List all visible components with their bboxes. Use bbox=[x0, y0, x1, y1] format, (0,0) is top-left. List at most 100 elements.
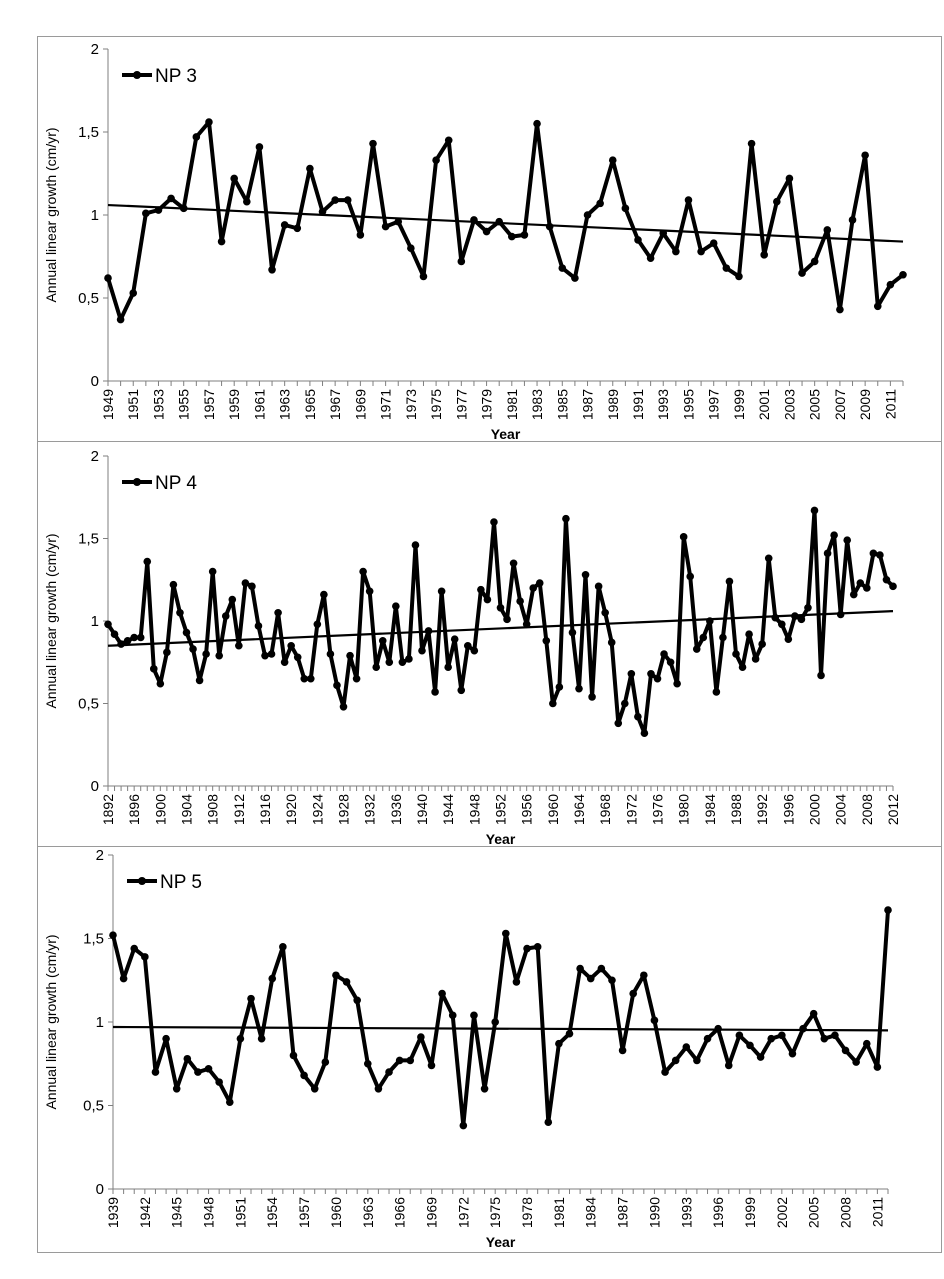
data-point bbox=[882, 575, 891, 584]
x-tick-label: 2011 bbox=[869, 1197, 885, 1227]
x-tick-label: 1987 bbox=[615, 1197, 631, 1228]
data-point bbox=[268, 265, 276, 274]
chart-panel-np4: 0 0,5 1 1,5 2 1892 1896 1900 1904 1908 1912 1916 192… bbox=[37, 441, 942, 847]
x-tick-label: 1948 bbox=[466, 794, 482, 825]
x-tick-label: 1965 bbox=[302, 389, 318, 420]
data-point bbox=[156, 679, 165, 688]
data-point bbox=[588, 693, 596, 701]
data-point bbox=[722, 264, 731, 272]
data-point bbox=[823, 226, 832, 234]
x-tick-label: 1966 bbox=[392, 1197, 408, 1228]
series-line bbox=[106, 120, 905, 322]
data-point bbox=[686, 572, 695, 581]
y-axis-title: Annual linear growth (cm/yr) bbox=[43, 533, 59, 708]
chart-panel-np5: 0 0,5 1 1,5 2 1939 1942 1945 1948 1951 1954 1957 196… bbox=[37, 846, 942, 1253]
data-point bbox=[254, 622, 263, 630]
data-point bbox=[836, 305, 844, 314]
data-point bbox=[176, 608, 184, 617]
data-point bbox=[682, 1043, 691, 1051]
data-point bbox=[381, 222, 390, 231]
data-point bbox=[509, 559, 518, 568]
data-point bbox=[477, 585, 485, 594]
data-point bbox=[699, 633, 708, 642]
data-point bbox=[194, 1068, 202, 1076]
data-point bbox=[339, 703, 348, 711]
data-point bbox=[437, 587, 446, 596]
data-point bbox=[444, 663, 452, 671]
data-point bbox=[261, 651, 269, 660]
x-tick-label: 1968 bbox=[597, 794, 613, 825]
data-point bbox=[204, 1064, 213, 1073]
data-point bbox=[533, 943, 542, 951]
y-tick-label: 2 bbox=[91, 448, 99, 465]
data-point bbox=[342, 978, 351, 986]
data-point bbox=[647, 670, 655, 678]
data-point bbox=[746, 1041, 754, 1050]
legend-marker bbox=[133, 71, 141, 79]
data-point bbox=[747, 139, 756, 148]
y-axis-title: Annual linear growth (cm/yr) bbox=[43, 127, 59, 302]
data-point bbox=[310, 1085, 319, 1093]
trendline bbox=[112, 1025, 889, 1032]
x-tick-label: 2001 bbox=[756, 389, 772, 420]
data-point bbox=[738, 663, 747, 671]
data-point bbox=[149, 665, 158, 673]
data-point bbox=[709, 239, 718, 248]
data-point bbox=[535, 579, 544, 587]
data-point bbox=[660, 650, 668, 658]
data-point bbox=[215, 1078, 223, 1086]
data-point bbox=[571, 274, 579, 282]
data-point bbox=[374, 1085, 383, 1093]
data-point bbox=[169, 580, 178, 589]
data-point bbox=[280, 658, 289, 667]
data-point bbox=[369, 139, 377, 148]
data-point bbox=[326, 650, 335, 658]
x-tick-label: 1999 bbox=[742, 1197, 758, 1228]
x-tick-label: 1956 bbox=[519, 794, 535, 825]
x-tick-label: 1892 bbox=[100, 794, 116, 825]
data-point bbox=[427, 1061, 436, 1070]
data-point bbox=[784, 635, 793, 643]
data-point bbox=[432, 156, 440, 165]
data-point bbox=[332, 971, 340, 980]
data-point bbox=[771, 613, 780, 622]
data-point bbox=[666, 658, 675, 667]
data-point bbox=[810, 506, 819, 515]
x-tick-label: 1997 bbox=[706, 389, 722, 420]
data-point bbox=[378, 637, 387, 645]
y-tick-label: 2 bbox=[91, 41, 99, 58]
x-tick-label: 1940 bbox=[414, 794, 430, 825]
data-point bbox=[650, 1016, 659, 1025]
y-tick-label: 2 bbox=[96, 847, 104, 864]
data-point bbox=[225, 1098, 234, 1106]
data-point bbox=[575, 684, 583, 693]
x-tick-label: 1904 bbox=[179, 794, 195, 825]
data-point bbox=[279, 943, 287, 951]
data-point bbox=[129, 289, 138, 297]
legend-label: NP 4 bbox=[155, 473, 197, 494]
x-tick-label: 1896 bbox=[126, 794, 142, 825]
chart-np4: 0 0,5 1 1,5 2 1892 1896 1900 1904 1908 1912 1916 192… bbox=[43, 448, 901, 847]
data-point bbox=[470, 216, 478, 224]
data-point bbox=[873, 1063, 882, 1071]
data-point bbox=[457, 257, 466, 266]
data-point bbox=[320, 590, 328, 599]
data-point bbox=[692, 645, 701, 653]
data-point bbox=[208, 567, 217, 576]
x-tick-label: 1949 bbox=[100, 389, 116, 420]
data-point bbox=[594, 582, 603, 591]
x-tick-label: 1944 bbox=[440, 794, 456, 825]
data-point bbox=[248, 582, 256, 591]
data-point bbox=[141, 953, 149, 961]
data-point bbox=[856, 579, 865, 587]
data-point bbox=[109, 931, 117, 939]
data-point bbox=[522, 620, 531, 629]
x-tick-label: 1945 bbox=[169, 1197, 185, 1228]
data-point bbox=[104, 620, 112, 629]
y-axis-title: Annual linear growth (cm/yr) bbox=[43, 934, 59, 1109]
x-tick-label: 1924 bbox=[309, 794, 325, 825]
data-point bbox=[697, 247, 705, 256]
x-tick-label: 1961 bbox=[251, 389, 267, 420]
data-point bbox=[732, 650, 740, 658]
data-point bbox=[331, 196, 339, 204]
